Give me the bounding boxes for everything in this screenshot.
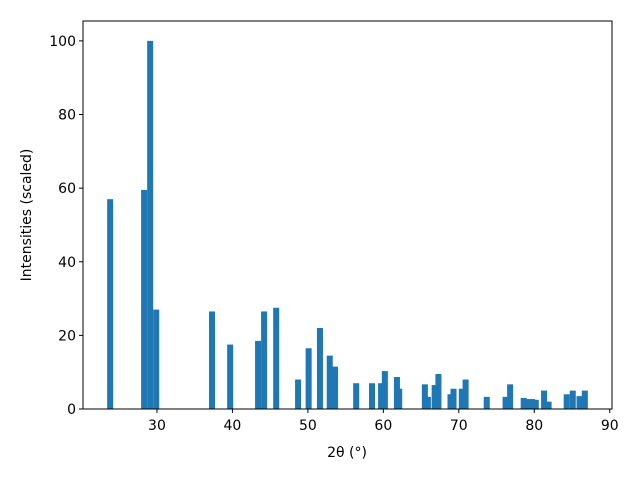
bar [369, 383, 376, 409]
bar [569, 390, 576, 409]
bar [435, 374, 442, 409]
bar [305, 348, 312, 409]
bar [581, 390, 588, 409]
bar [353, 383, 360, 409]
bar [396, 388, 403, 409]
bar [545, 401, 552, 409]
bar [447, 394, 454, 409]
bar [261, 311, 268, 409]
plot-frame [82, 20, 613, 410]
bar [483, 396, 490, 409]
bar [421, 384, 428, 409]
bar [141, 189, 148, 409]
bar [378, 383, 385, 409]
y-tick-label: 100 [49, 34, 76, 50]
x-tick-label: 50 [299, 418, 317, 434]
x-tick-label: 60 [374, 418, 392, 434]
bar [255, 340, 262, 409]
bar [332, 366, 339, 409]
bar [528, 399, 536, 409]
x-tick-label: 70 [450, 418, 468, 434]
y-axis-label: Intensities (scaled) [19, 149, 35, 282]
bar [209, 311, 216, 409]
bar [458, 388, 465, 409]
bar [450, 388, 457, 409]
bar [295, 379, 302, 409]
bar [541, 390, 548, 409]
y-tick-label: 60 [58, 181, 76, 197]
bar [462, 379, 469, 409]
bar [147, 40, 154, 409]
bar [520, 397, 527, 409]
y-tick-label: 80 [58, 108, 76, 124]
bar [326, 355, 333, 409]
bar [576, 396, 583, 409]
bar [273, 307, 280, 409]
x-tick-label: 30 [148, 418, 166, 434]
x-tick-label: 40 [224, 418, 242, 434]
bar [532, 399, 539, 409]
bar [524, 399, 531, 409]
bar [316, 328, 323, 409]
bar [507, 384, 514, 409]
bar [563, 394, 570, 409]
y-tick-label: 20 [58, 328, 76, 344]
x-tick-label: 90 [601, 418, 619, 434]
bar [431, 385, 438, 409]
bar [107, 199, 114, 409]
bar [227, 344, 234, 409]
bar [153, 309, 160, 409]
bar [502, 396, 509, 409]
bar [381, 371, 388, 409]
y-tick-label: 0 [67, 402, 76, 418]
x-tick-label: 80 [525, 418, 543, 434]
bar [424, 396, 431, 409]
x-axis-label: 2θ (°) [327, 445, 367, 461]
y-tick-label: 40 [58, 255, 76, 271]
